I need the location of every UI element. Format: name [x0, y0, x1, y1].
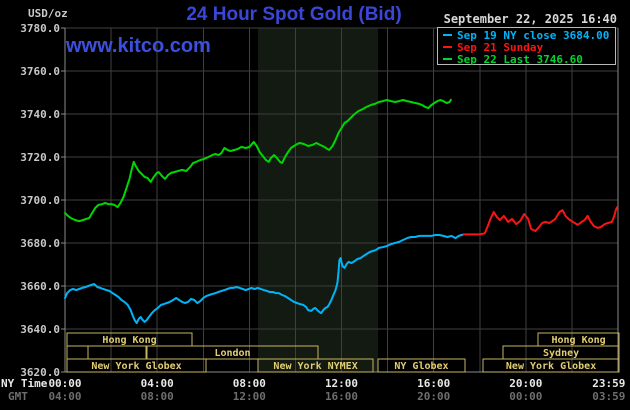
x-tick-ny: 12:00	[325, 377, 358, 390]
session-boxes: Hong Kong Hong Kong London Sydney New York G…	[66, 332, 620, 373]
series-dash-icon	[443, 46, 452, 48]
session-box	[257, 358, 374, 373]
x-tick-gmt: 00:00	[509, 390, 542, 403]
legend-label: Sep 22 Last 3746.60	[457, 52, 583, 66]
series-line-2	[64, 98, 452, 223]
session-label: NY Globex	[394, 361, 448, 372]
ny-time-row-label: NY Time	[1, 377, 48, 390]
price-series	[64, 98, 619, 324]
series-line-1	[462, 206, 619, 236]
y-tick-label: 3620.0	[20, 366, 60, 379]
session-label: Sydney	[543, 348, 579, 359]
x-tick-gmt: 12:00	[233, 390, 266, 403]
y-tick-label: 3780.0	[20, 22, 60, 35]
legend-label: Sep 19 NY close 3684.00	[457, 28, 610, 42]
x-tick-ny: 23:59	[592, 377, 625, 390]
session-box	[66, 358, 207, 373]
y-tick-label: 3720.0	[20, 151, 60, 164]
session-box	[146, 345, 319, 360]
page-title: 24 Hour Spot Gold (Bid)	[186, 4, 402, 25]
session-box	[482, 358, 620, 373]
datetime-label: September 22, 2025 16:40	[443, 12, 617, 26]
y-tick-label: 3680.0	[20, 237, 60, 250]
gridlines	[64, 27, 619, 373]
session-box	[377, 358, 466, 373]
session-label: London	[214, 348, 250, 359]
legend-item-sep21: Sep 21 Sunday	[443, 40, 615, 54]
legend-item-sep22: Sep 22 Last 3746.60	[443, 52, 615, 66]
unit-label: USD/oz	[28, 7, 68, 20]
series-dash-icon	[443, 58, 452, 60]
x-tick-ny: 20:00	[509, 377, 542, 390]
series-dash-icon	[443, 34, 452, 36]
x-tick-ny: 08:00	[233, 377, 266, 390]
x-tick-gmt: 08:00	[141, 390, 174, 403]
legend-label: Sep 21 Sunday	[457, 40, 544, 54]
session-label: Hong Kong	[102, 335, 156, 346]
session-label: New York Globex	[91, 361, 181, 372]
y-axis-labels: 3780.0 3760.0 3740.0 3720.0 3700.0 3680.0 3660…	[20, 22, 60, 379]
session-box	[66, 345, 89, 360]
session-box	[87, 345, 147, 360]
y-tick-label: 3760.0	[20, 65, 60, 78]
session-label: New York Globex	[506, 361, 596, 372]
series-line-0	[64, 233, 465, 324]
session-label: Hong Kong	[552, 335, 606, 346]
x-tick-ny: 00:00	[48, 377, 81, 390]
kitco-watermark-link[interactable]: www.kitco.com	[66, 35, 211, 57]
legend-item-sep19: Sep 19 NY close 3684.00	[443, 28, 615, 42]
y-tick-label: 3660.0	[20, 280, 60, 293]
x-tick-ny: 04:00	[141, 377, 174, 390]
y-tick-label: 3700.0	[20, 194, 60, 207]
x-tick-ny: 16:00	[417, 377, 450, 390]
gmt-row-label: GMT	[8, 390, 28, 403]
x-tick-gmt: 03:59	[592, 390, 625, 403]
x-tick-gmt: 16:00	[325, 390, 358, 403]
legend-box: Sep 19 NY close 3684.00 Sep 21 Sunday Se…	[437, 27, 616, 66]
x-tick-gmt: 20:00	[417, 390, 450, 403]
x-axis-labels: NY TimeGMT00:0004:0004:0008:0008:0012:00…	[1, 377, 625, 403]
session-label: New York NYMEX	[273, 361, 357, 372]
x-tick-gmt: 04:00	[48, 390, 81, 403]
y-tick-label: 3640.0	[20, 323, 60, 336]
y-tick-label: 3740.0	[20, 108, 60, 121]
